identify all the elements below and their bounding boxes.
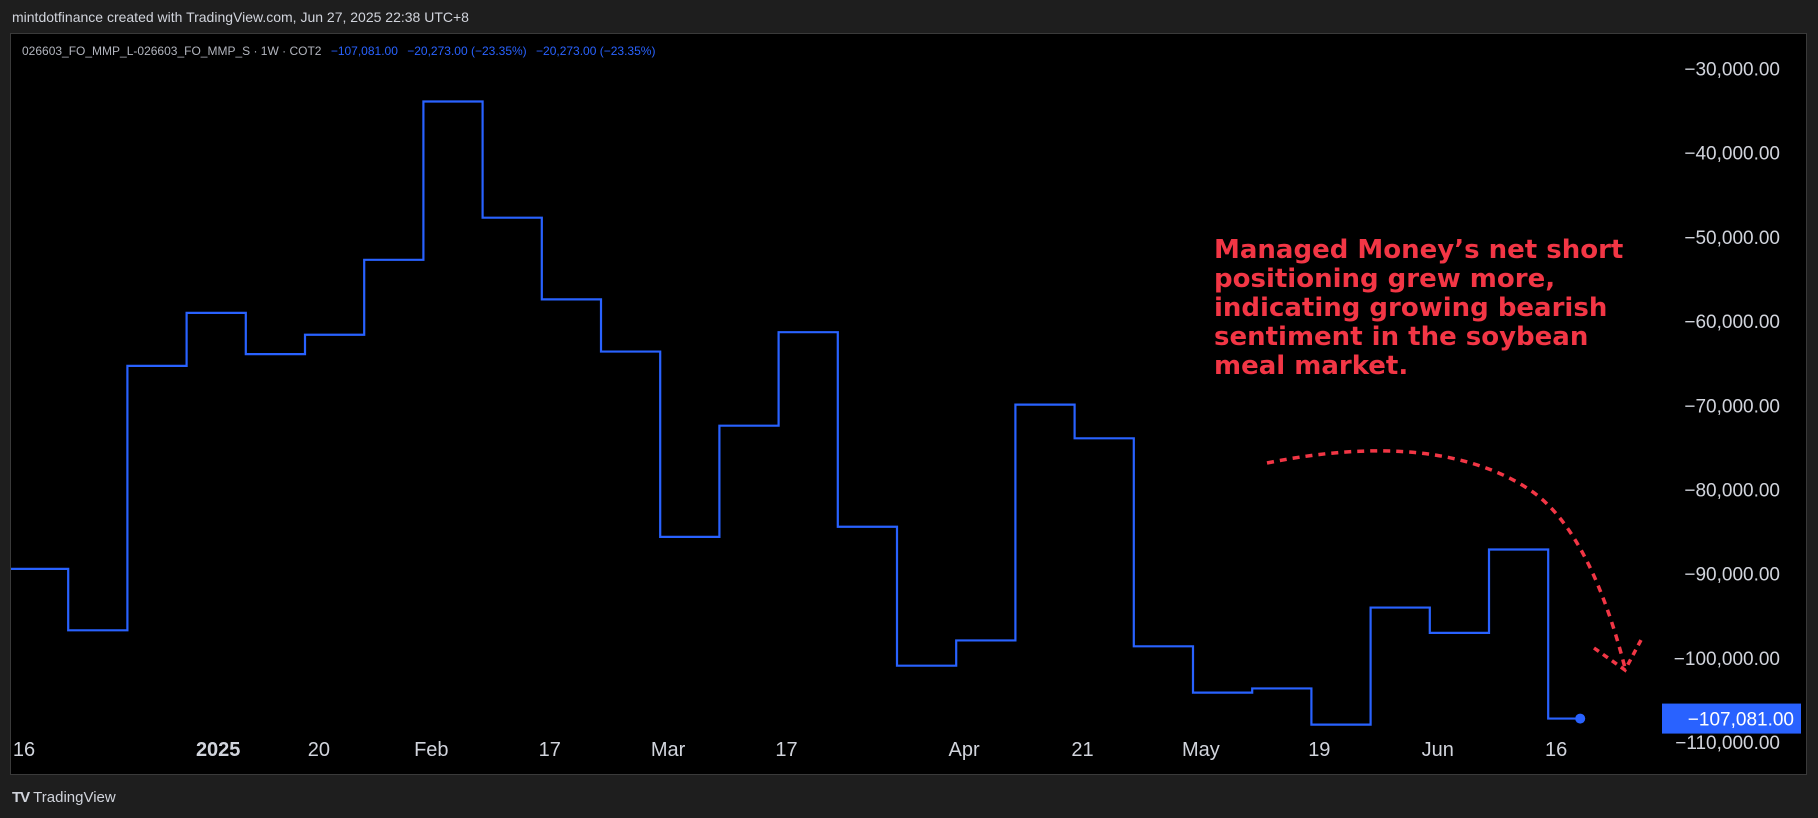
x-tick-label: 2025: [196, 739, 241, 761]
last-point-marker: [1575, 713, 1586, 724]
y-tick-label: −90,000.00: [1684, 565, 1780, 586]
x-tick-label: 17: [775, 739, 797, 761]
y-tick-label: −60,000.00: [1684, 312, 1780, 333]
y-tick-label: −110,000.00: [1675, 733, 1780, 754]
chart-area[interactable]: [10, 33, 1807, 775]
brand-name: TradingView: [33, 789, 116, 806]
annotation-line: meal market.: [1214, 351, 1408, 381]
y-tick-label: −100,000.00: [1674, 649, 1780, 670]
series-line: [11, 100, 1581, 726]
x-tick-label: 16: [13, 739, 35, 761]
x-tick-label: Feb: [414, 739, 448, 761]
x-tick-label: 16: [1545, 739, 1567, 761]
y-tick-label: −30,000.00: [1684, 59, 1780, 80]
y-tick-label: −80,000.00: [1684, 481, 1780, 502]
annotation-line: indicating growing bearish: [1214, 293, 1607, 323]
series-legend[interactable]: 026603_FO_MMP_L-026603_FO_MMP_S · 1W · C…: [22, 44, 655, 58]
annotation-line: Managed Money’s net short: [1214, 235, 1623, 265]
legend-value-2: −20,273.00 (−23.35%): [407, 44, 527, 58]
arrow-head-icon: [1592, 639, 1643, 673]
brand-footer[interactable]: TV TradingView: [12, 789, 116, 806]
y-tick-label: −50,000.00: [1684, 228, 1780, 249]
legend-value-3: −20,273.00 (−23.35%): [536, 44, 656, 58]
last-value-badge: [1662, 703, 1801, 734]
annotation-line: positioning grew more,: [1214, 264, 1555, 294]
y-tick-label: −40,000.00: [1684, 144, 1780, 165]
last-value-label: −107,081.00: [1688, 710, 1794, 731]
y-tick-label: −70,000.00: [1684, 396, 1780, 417]
x-tick-label: 20: [308, 739, 330, 761]
x-tick-label: Apr: [949, 739, 980, 761]
series-layer: [11, 100, 1586, 726]
x-tick-label: May: [1182, 739, 1220, 761]
x-tick-label: Jun: [1422, 739, 1454, 761]
dashed-arrow: [1266, 449, 1627, 669]
tradingview-logo-icon: TV: [12, 789, 30, 806]
x-tick-label: 17: [539, 739, 561, 761]
x-tick-label: 21: [1071, 739, 1093, 761]
annotation-line: sentiment in the soybean: [1214, 322, 1588, 352]
y-axis[interactable]: −30,000.00 −40,000.00 −50,000.00 −60,000.00…: [1662, 59, 1801, 754]
x-tick-label: 19: [1308, 739, 1330, 761]
legend-symbol: 026603_FO_MMP_L-026603_FO_MMP_S · 1W · C…: [22, 44, 322, 58]
x-tick-label: Mar: [651, 739, 686, 761]
chart-caption: mintdotfinance created with TradingView.…: [12, 9, 469, 25]
legend-value-1: −107,081.00: [330, 44, 398, 58]
x-axis[interactable]: 16 2025 20 Feb 17 Mar 17 Apr 21 May 19 Jun 16: [13, 739, 1567, 761]
